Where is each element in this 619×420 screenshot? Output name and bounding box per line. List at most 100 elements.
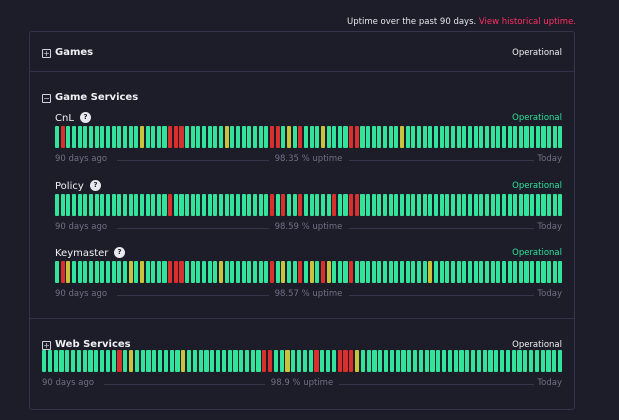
day-bar[interactable] — [320, 126, 325, 148]
historical-link[interactable]: View historical uptime. — [478, 17, 576, 27]
day-bar[interactable] — [513, 261, 518, 283]
day-bar[interactable] — [173, 193, 178, 216]
day-bar[interactable] — [173, 261, 178, 283]
day-bar[interactable] — [320, 349, 325, 372]
day-bar[interactable] — [326, 126, 331, 148]
day-bar[interactable] — [366, 126, 371, 148]
day-bar[interactable] — [292, 261, 297, 283]
day-bar[interactable] — [213, 261, 218, 283]
day-bar[interactable] — [175, 349, 180, 372]
day-bar[interactable] — [377, 193, 382, 216]
day-bar[interactable] — [394, 261, 399, 283]
day-bar[interactable] — [77, 261, 82, 283]
day-bar[interactable] — [309, 193, 314, 216]
day-bar[interactable] — [360, 126, 365, 148]
day-bar[interactable] — [286, 193, 291, 216]
day-bar[interactable] — [422, 193, 427, 216]
day-bar[interactable] — [462, 126, 467, 148]
day-bar[interactable] — [59, 349, 64, 372]
day-bar[interactable] — [518, 193, 523, 216]
day-bar[interactable] — [349, 126, 354, 148]
day-bar[interactable] — [331, 349, 337, 372]
day-bar[interactable] — [94, 349, 99, 372]
day-bar[interactable] — [513, 193, 518, 216]
day-bar[interactable] — [60, 126, 65, 148]
day-bar[interactable] — [281, 193, 286, 216]
day-bar[interactable] — [207, 193, 212, 216]
day-bar[interactable] — [71, 261, 77, 283]
day-bar[interactable] — [269, 126, 274, 148]
day-bar[interactable] — [484, 261, 489, 283]
day-bar[interactable] — [139, 261, 144, 283]
day-bar[interactable] — [558, 193, 563, 216]
day-bar[interactable] — [332, 126, 337, 148]
day-bar[interactable] — [207, 126, 212, 148]
day-bar[interactable] — [384, 349, 389, 372]
day-bar[interactable] — [377, 126, 382, 148]
day-bar[interactable] — [134, 193, 139, 216]
day-bar[interactable] — [422, 261, 427, 283]
day-bar[interactable] — [252, 261, 258, 283]
day-bar[interactable] — [117, 261, 122, 283]
day-bar[interactable] — [202, 261, 207, 283]
day-bar[interactable] — [303, 193, 308, 216]
day-bar[interactable] — [236, 193, 241, 216]
day-bar[interactable] — [190, 261, 195, 283]
day-bar[interactable] — [190, 193, 195, 216]
day-bar[interactable] — [213, 193, 218, 216]
day-bar[interactable] — [470, 349, 476, 372]
day-bar[interactable] — [479, 261, 484, 283]
day-bar[interactable] — [439, 126, 444, 148]
day-bar[interactable] — [540, 349, 545, 372]
day-bar[interactable] — [94, 193, 99, 216]
day-bar[interactable] — [490, 126, 495, 148]
day-bar[interactable] — [476, 349, 481, 372]
day-bar[interactable] — [479, 193, 484, 216]
day-bar[interactable] — [71, 126, 77, 148]
day-bar[interactable] — [378, 349, 383, 372]
day-bar[interactable] — [530, 193, 535, 216]
day-bar[interactable] — [517, 349, 522, 372]
day-bar[interactable] — [105, 261, 110, 283]
day-bar[interactable] — [343, 126, 348, 148]
day-bar[interactable] — [66, 193, 71, 216]
day-bar[interactable] — [411, 193, 416, 216]
day-bar[interactable] — [156, 261, 161, 283]
day-bar[interactable] — [123, 349, 128, 372]
day-bar[interactable] — [405, 126, 410, 148]
day-bar[interactable] — [262, 349, 267, 372]
group-name[interactable]: Games — [55, 47, 94, 58]
day-bar[interactable] — [55, 261, 60, 283]
day-bar[interactable] — [355, 349, 360, 372]
day-bar[interactable] — [207, 261, 212, 283]
day-bar[interactable] — [264, 193, 269, 216]
day-bar[interactable] — [291, 349, 296, 372]
day-bar[interactable] — [100, 126, 105, 148]
day-bar[interactable] — [190, 126, 195, 148]
day-bar[interactable] — [496, 126, 501, 148]
day-bar[interactable] — [99, 349, 105, 372]
day-bar[interactable] — [354, 126, 359, 148]
day-bar[interactable] — [258, 126, 263, 148]
day-bar[interactable] — [100, 193, 105, 216]
day-bar[interactable] — [450, 193, 455, 216]
day-bar[interactable] — [55, 126, 60, 148]
day-bar[interactable] — [439, 261, 444, 283]
day-bar[interactable] — [366, 261, 371, 283]
day-bar[interactable] — [215, 349, 221, 372]
day-bar[interactable] — [518, 261, 523, 283]
day-bar[interactable] — [360, 349, 366, 372]
day-bar[interactable] — [247, 261, 252, 283]
day-bar[interactable] — [239, 349, 244, 372]
day-bar[interactable] — [162, 193, 167, 216]
day-bar[interactable] — [60, 261, 65, 283]
day-bar[interactable] — [60, 193, 65, 216]
day-bar[interactable] — [394, 126, 399, 148]
day-bar[interactable] — [77, 126, 82, 148]
day-bar[interactable] — [450, 126, 455, 148]
day-bar[interactable] — [122, 126, 127, 148]
day-bar[interactable] — [76, 349, 81, 372]
day-bar[interactable] — [535, 193, 540, 216]
day-bar[interactable] — [221, 349, 226, 372]
day-bar[interactable] — [441, 349, 447, 372]
